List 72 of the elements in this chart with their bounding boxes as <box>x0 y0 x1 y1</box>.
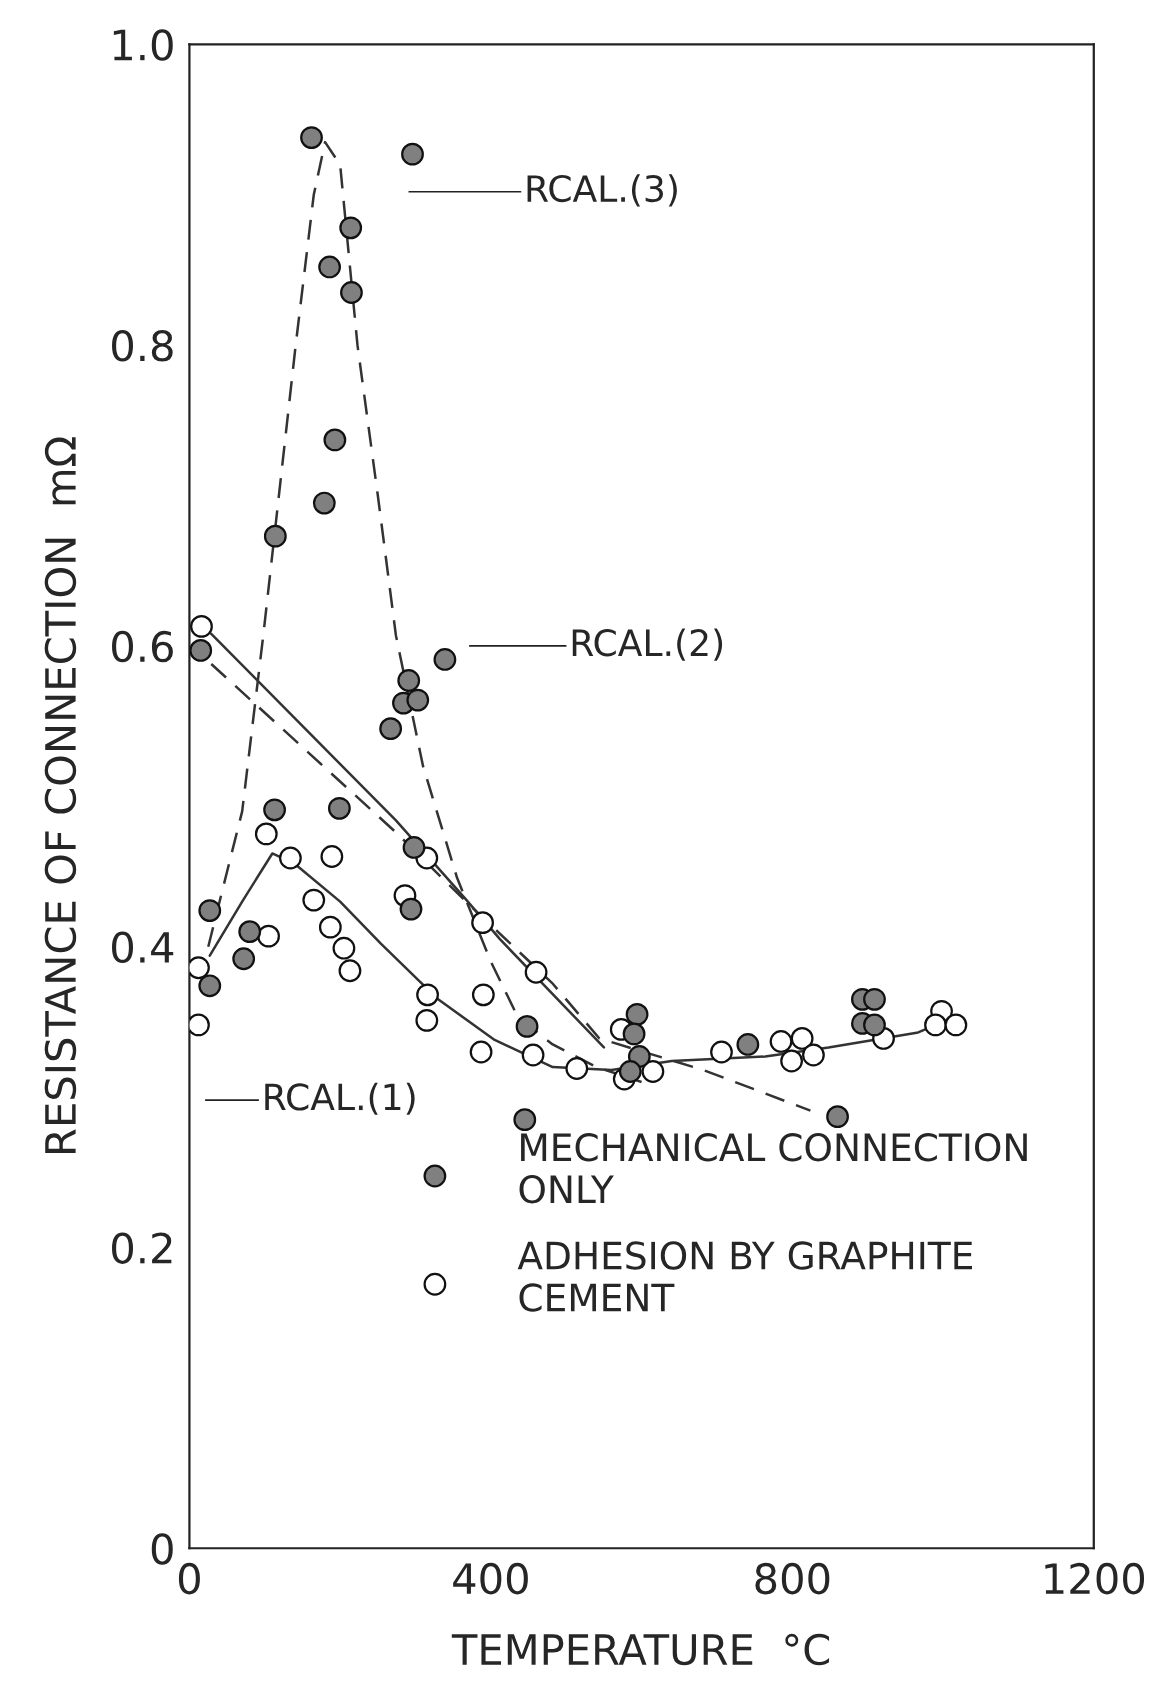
point <box>471 911 494 935</box>
annotation: RCAL.(2) <box>572 628 723 661</box>
point <box>402 836 426 859</box>
point <box>513 1108 537 1132</box>
point <box>312 491 336 515</box>
point <box>340 281 363 304</box>
x-tick-label: 0 <box>178 1562 200 1595</box>
point <box>332 936 356 960</box>
point <box>565 1057 589 1080</box>
point <box>320 845 344 868</box>
point <box>416 983 439 1007</box>
point <box>257 924 280 948</box>
point <box>780 1049 803 1073</box>
y-axis-title: RESISTANCE OF CONNECTION mΩ <box>44 437 77 1153</box>
point <box>710 1040 733 1064</box>
point <box>318 915 342 939</box>
point <box>399 897 423 921</box>
y-tick-label: 0 <box>151 1533 173 1565</box>
x-tick-label: 800 <box>755 1562 830 1595</box>
point <box>232 947 256 971</box>
point <box>190 614 213 638</box>
point <box>300 126 323 150</box>
point <box>625 1002 649 1026</box>
point <box>198 974 222 998</box>
point <box>406 688 430 712</box>
y-tick-label: 0.2 <box>112 1232 172 1264</box>
point <box>469 1040 493 1064</box>
point <box>433 648 457 671</box>
point <box>641 1060 665 1083</box>
point <box>327 796 351 820</box>
point <box>238 920 262 944</box>
legend-label: MECHANICAL CONNECTION ONLY <box>519 1133 1027 1204</box>
point <box>622 1022 646 1046</box>
point <box>263 524 287 548</box>
point <box>802 1043 825 1067</box>
y-tick-label: 1.0 <box>113 29 173 61</box>
y-tick-label: 0.8 <box>112 330 173 362</box>
point <box>254 822 278 846</box>
point <box>944 1013 968 1037</box>
point <box>471 983 495 1007</box>
point <box>790 1027 814 1050</box>
point <box>524 960 548 984</box>
point <box>521 1043 545 1067</box>
x-tick-label: 1200 <box>1045 1562 1145 1595</box>
point <box>415 1008 439 1032</box>
point <box>924 1013 947 1037</box>
point <box>863 987 886 1011</box>
annotation: RCAL.(3) <box>527 174 677 207</box>
point <box>515 1015 539 1038</box>
point <box>302 888 326 912</box>
point <box>198 899 222 923</box>
point <box>189 639 213 662</box>
point <box>323 428 347 452</box>
point <box>279 846 302 870</box>
point <box>401 142 424 166</box>
x-tick-label: 400 <box>453 1562 528 1595</box>
y-tick-label: 0.4 <box>112 931 174 964</box>
legend-label: ADHESION BY GRAPHITE CEMENT <box>517 1241 973 1312</box>
point <box>318 255 342 279</box>
annotation: RCAL.(1) <box>265 1082 415 1115</box>
point <box>736 1033 760 1056</box>
y-tick-label: 0.6 <box>112 630 173 663</box>
point <box>339 216 363 240</box>
point <box>863 1013 886 1037</box>
point <box>618 1060 642 1083</box>
point <box>826 1105 849 1129</box>
point <box>397 669 421 692</box>
point <box>338 959 362 983</box>
point <box>769 1030 793 1053</box>
x-axis-title: TEMPERATURE °C <box>451 1633 830 1666</box>
point <box>263 798 286 822</box>
point <box>379 717 403 741</box>
